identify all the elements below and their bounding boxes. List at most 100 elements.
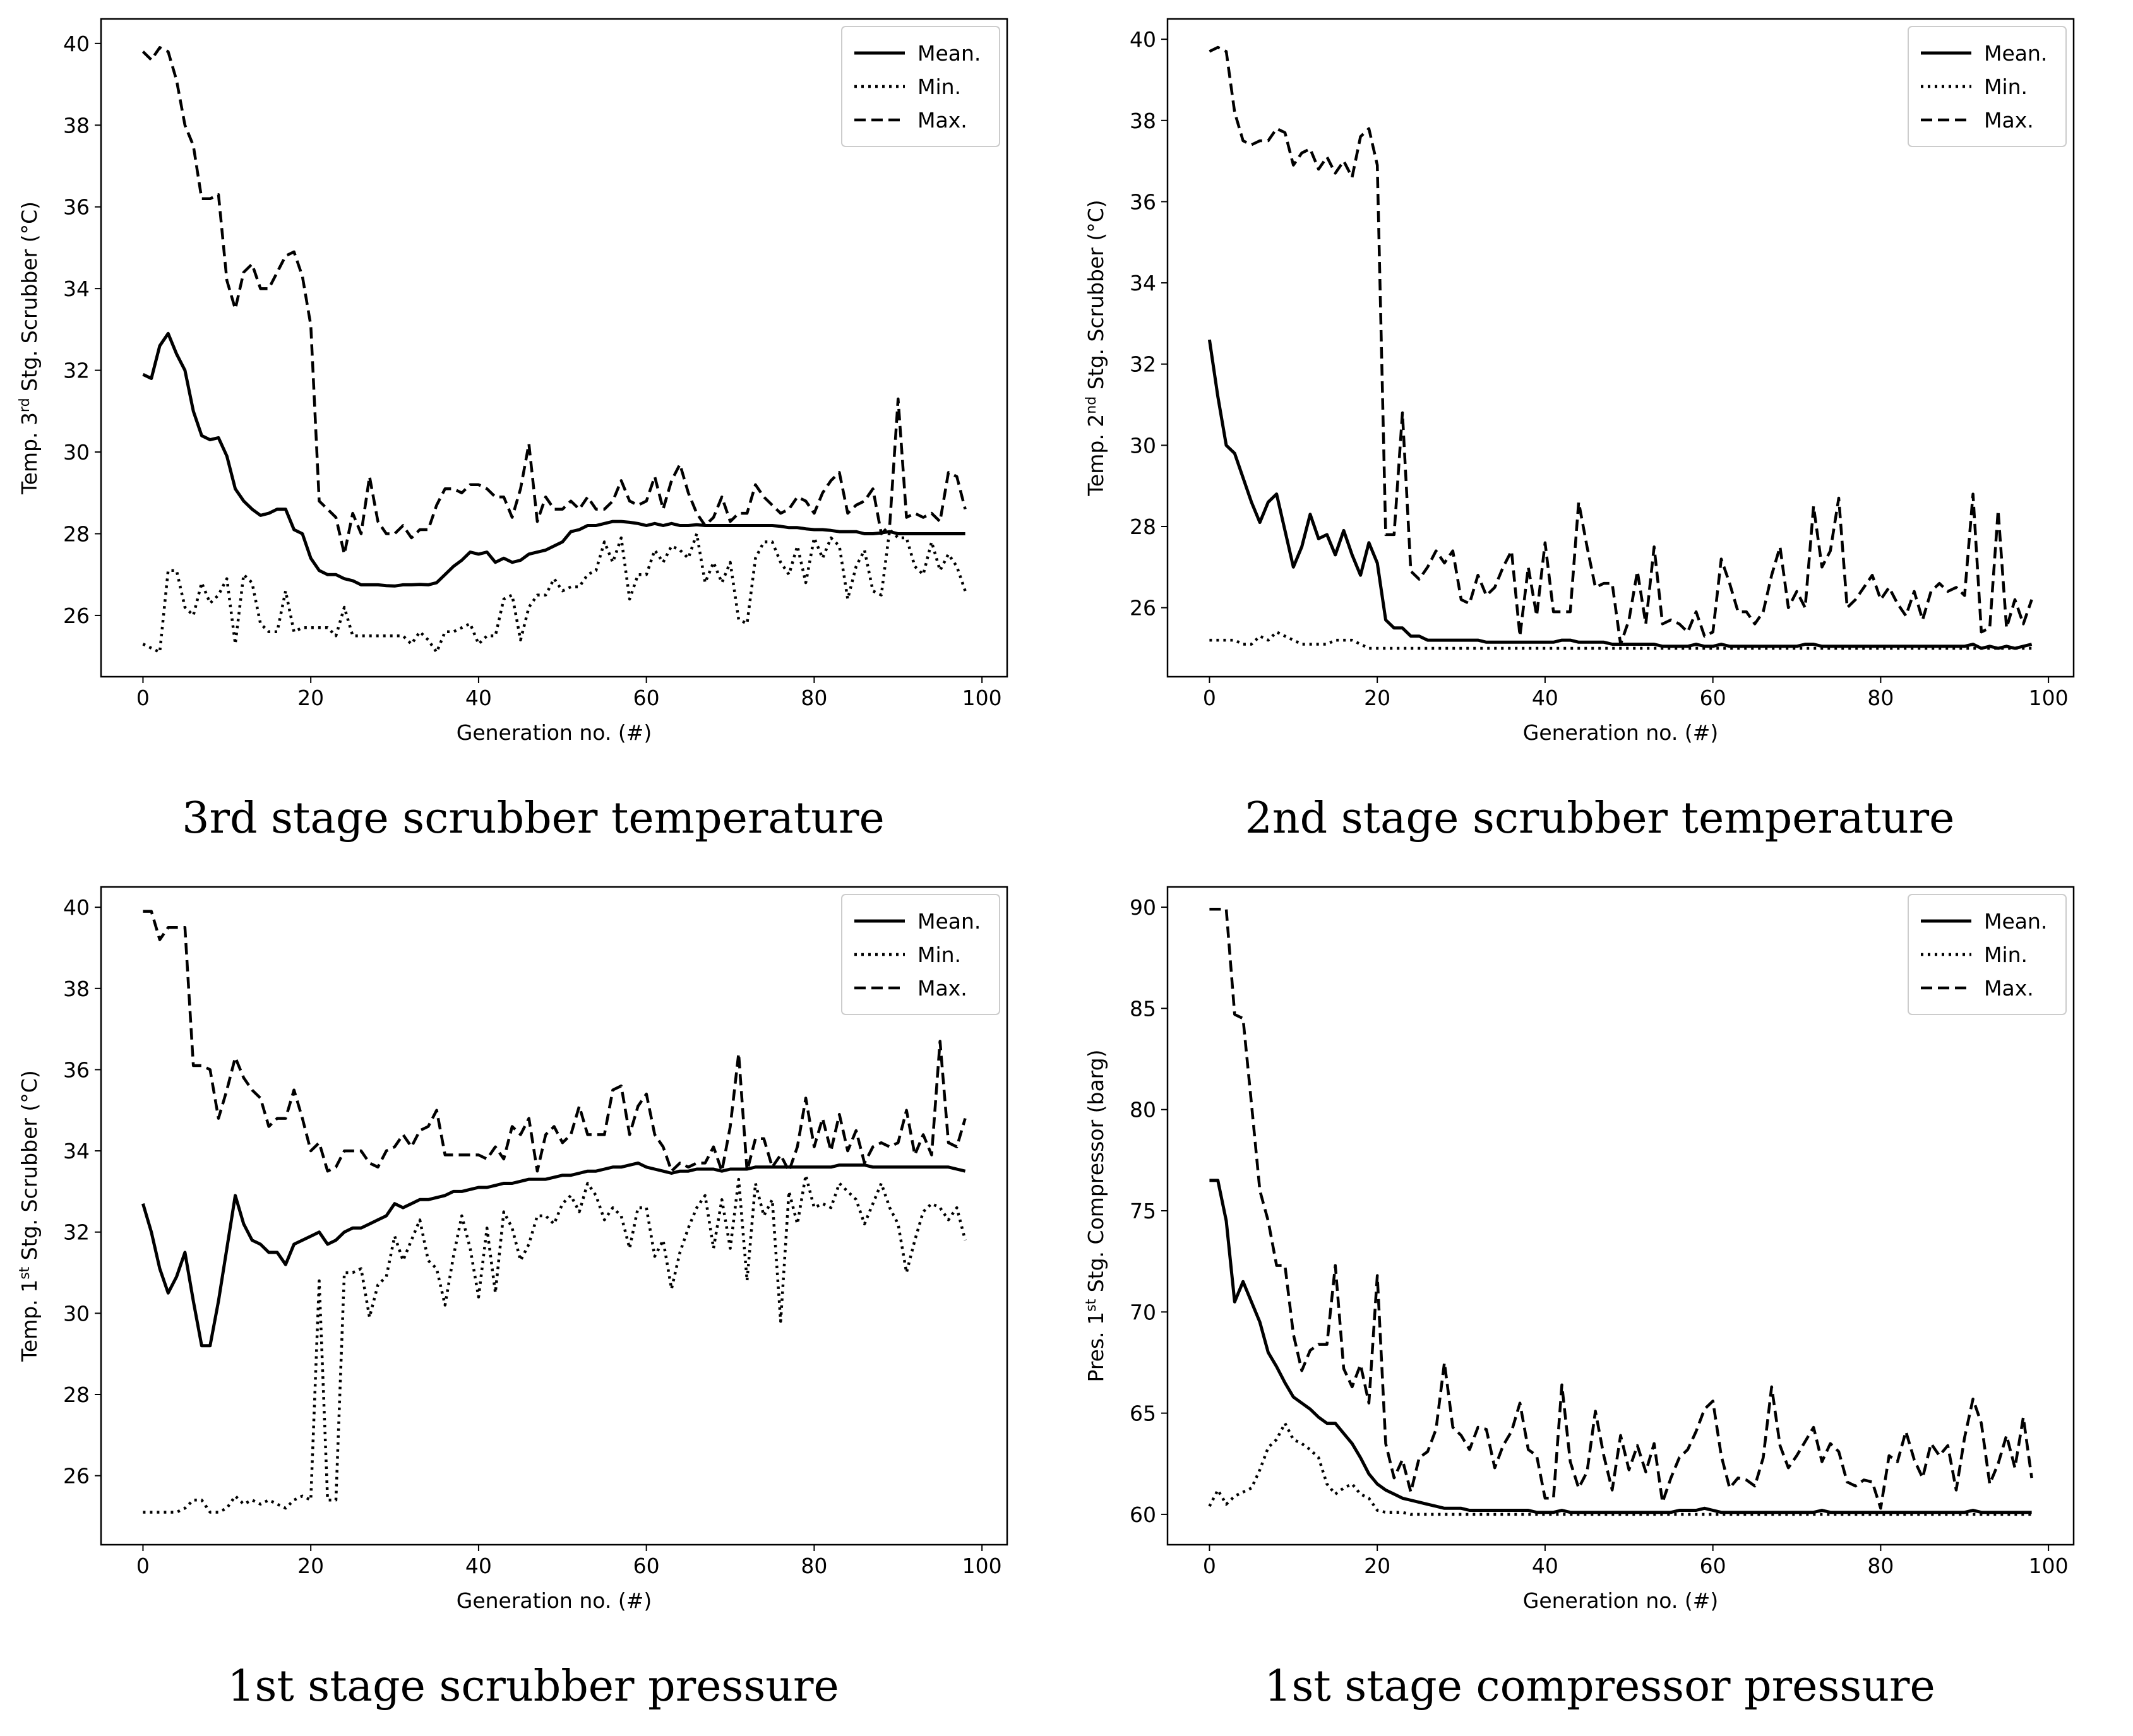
legend-label: Min. [917, 942, 961, 967]
axes-frame [1166, 18, 2075, 678]
panel-caption: 2nd stage scrubber temperature [1245, 794, 1955, 843]
y-tick-label: 30 [63, 1301, 90, 1326]
y-tick-label: 75 [1130, 1199, 1156, 1223]
x-tick-label: 60 [1700, 686, 1726, 710]
legend-box [1908, 26, 2067, 147]
y-tick-label: 32 [63, 359, 90, 383]
y-axis-label: Temp. 1st Stg. Scrubber (°C) [17, 1070, 42, 1362]
y-tick-label: 28 [1130, 514, 1156, 539]
y-axis-label-superscript: st [17, 1266, 33, 1279]
legend-label: Max. [1984, 108, 2034, 133]
chart-svg-2nd-stage-scrubber: 0 20 40 60 80 100 26 28 30 32 34 36 38 40 Mean. Min. Max… [1084, 18, 2075, 745]
x-tick-label: 60 [633, 1554, 660, 1578]
y-tick-label: 28 [63, 1382, 90, 1407]
x-axis-label: Generation no. (#) [1523, 720, 1719, 745]
x-axis-label: Generation no. (#) [457, 1588, 652, 1613]
y-tick-label: 26 [63, 1464, 90, 1489]
x-axis-label: Generation no. (#) [1523, 1588, 1719, 1613]
x-tick-label: 0 [136, 1554, 150, 1578]
y-axis-label-suffix: Stg. Scrubber (°C) [1084, 199, 1108, 396]
x-tick-label: 80 [1867, 686, 1894, 710]
legend-label: Mean. [917, 909, 981, 934]
series-line-min [143, 1174, 967, 1514]
x-tick-label: 80 [1867, 1554, 1894, 1578]
panel-1st-stage-scrubber: 0 20 40 60 80 100 26 28 30 32 34 36 38 40 Mean. Min. Max… [0, 868, 1066, 1736]
y-axis-label-suffix: Stg. Scrubber (°C) [17, 1070, 42, 1266]
legend-box [1908, 894, 2067, 1015]
axes-frame [1166, 886, 2075, 1546]
y-tick-label: 30 [1130, 433, 1156, 458]
legend-label: Mean. [1984, 909, 2047, 934]
legend-label: Min. [1984, 74, 2028, 99]
y-tick-label: 34 [63, 276, 90, 301]
x-tick-label: 100 [962, 1554, 1002, 1578]
x-tick-label: 40 [465, 686, 492, 710]
series-line-mean [141, 1161, 966, 1348]
chart-svg-1st-stage-scrubber: 0 20 40 60 80 100 26 28 30 32 34 36 38 40 Mean. Min. Max… [17, 886, 1008, 1613]
panel-1st-stage-compressor: 0 20 40 60 80 100 60 65 70 75 80 85 90 Mean. Min. Max. G… [1066, 868, 2133, 1736]
y-axis-label-prefix: Pres. 1 [1084, 1312, 1108, 1382]
axes-frame [100, 886, 1008, 1546]
legend-box [841, 894, 1000, 1015]
y-tick-label: 38 [63, 977, 90, 1001]
y-axis-label-suffix: Stg. Scrubber (°C) [17, 201, 42, 398]
series-line-max [141, 46, 967, 556]
legend-box [841, 26, 1000, 147]
y-tick-label: 85 [1130, 996, 1156, 1021]
y-tick-label: 32 [63, 1220, 90, 1245]
legend-label: Max. [1984, 976, 2034, 1001]
panel-caption: 3rd stage scrubber temperature [182, 794, 885, 843]
x-tick-label: 60 [633, 686, 660, 710]
y-tick-label: 60 [1130, 1502, 1156, 1527]
series-line-min [142, 528, 967, 654]
series-line-max [1209, 45, 2033, 646]
legend-label: Min. [1984, 942, 2028, 967]
y-tick-label: 32 [1130, 352, 1156, 377]
x-tick-label: 100 [2029, 1554, 2069, 1578]
y-axis-label: Pres. 1st Stg. Compressor (barg) [1084, 1050, 1108, 1382]
y-tick-label: 40 [63, 895, 90, 920]
x-tick-label: 40 [1532, 1554, 1558, 1578]
y-tick-label: 65 [1130, 1401, 1156, 1426]
y-axis-label-prefix: Temp. 2 [1084, 414, 1108, 497]
series-line-min [1208, 1422, 2032, 1516]
y-tick-label: 28 [63, 521, 90, 546]
x-tick-label: 0 [1203, 686, 1216, 710]
chart-svg-3rd-stage-scrubber: 0 20 40 60 80 100 26 28 30 32 34 36 38 40 Mean. Min. Max… [17, 18, 1008, 745]
y-tick-label: 40 [1130, 27, 1156, 52]
series-line-min [1209, 630, 2032, 650]
x-tick-label: 20 [297, 1554, 324, 1578]
chart-svg-1st-stage-compressor: 0 20 40 60 80 100 60 65 70 75 80 85 90 Mean. Min. Max. G… [1084, 886, 2075, 1613]
y-tick-label: 36 [63, 1057, 90, 1082]
y-axis-label-prefix: Temp. 3 [17, 412, 42, 495]
y-tick-label: 30 [63, 440, 90, 465]
y-tick-label: 26 [63, 603, 90, 628]
x-tick-label: 100 [962, 686, 1002, 710]
y-tick-label: 36 [63, 195, 90, 220]
legend-label: Max. [917, 108, 967, 133]
panel-3rd-stage-scrubber: 0 20 40 60 80 100 26 28 30 32 34 36 38 40 Mean. Min. Max… [0, 0, 1066, 868]
series-line-mean [1209, 1179, 2032, 1514]
legend-label: Mean. [1984, 41, 2047, 66]
panel-caption: 1st stage scrubber pressure [227, 1662, 839, 1711]
x-tick-label: 80 [801, 1554, 827, 1578]
axes-frame [100, 18, 1008, 678]
x-tick-label: 20 [1364, 686, 1390, 710]
y-tick-label: 34 [63, 1139, 90, 1163]
y-axis-label: Temp. 3rd Stg. Scrubber (°C) [17, 201, 42, 495]
y-tick-label: 26 [1130, 596, 1156, 621]
series-line-mean [1207, 339, 2033, 650]
x-tick-label: 100 [2029, 686, 2069, 710]
y-axis-label-superscript: rd [17, 398, 33, 412]
series-line-max [143, 910, 967, 1173]
legend-label: Min. [917, 74, 961, 99]
y-tick-label: 80 [1130, 1098, 1156, 1122]
y-tick-label: 90 [1130, 895, 1156, 920]
series-line-max [1209, 908, 2033, 1510]
x-tick-label: 20 [297, 686, 324, 710]
y-axis-label-superscript: st [1084, 1299, 1099, 1311]
x-tick-label: 80 [801, 686, 827, 710]
x-tick-label: 40 [1532, 686, 1558, 710]
y-tick-label: 38 [1130, 109, 1156, 133]
x-tick-label: 60 [1700, 1554, 1726, 1578]
